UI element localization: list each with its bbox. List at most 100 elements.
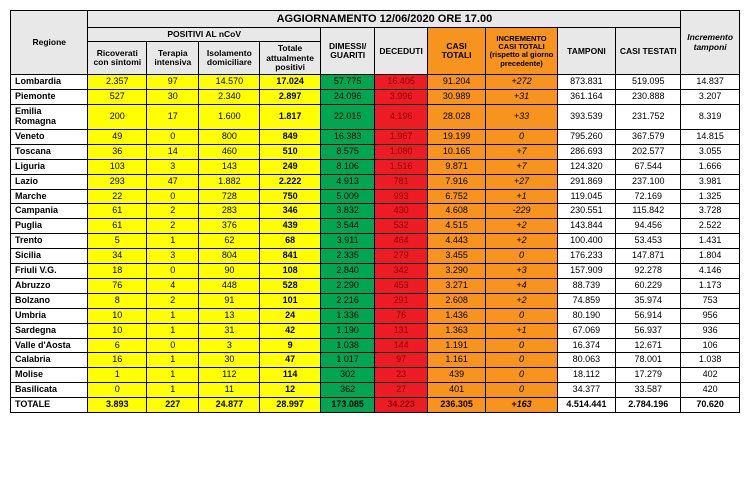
cell-ric: 36 [88, 144, 147, 159]
cell-dim: 362 [320, 383, 374, 398]
cell-dec: 532 [375, 219, 427, 234]
cell-dim: 3.544 [320, 219, 374, 234]
cell-ric: 200 [88, 105, 147, 130]
cell-tamp: 18.112 [557, 368, 616, 383]
cell-totpos: 510 [260, 144, 321, 159]
cell-inc: +163 [486, 398, 557, 413]
cell-inc: +2 [486, 234, 557, 249]
cell-inct: 14.837 [681, 75, 740, 90]
table-row: Puglia6123764393.5445324.515+2143.84494.… [11, 219, 740, 234]
cell-ter: 47 [147, 174, 199, 189]
cell-ric: 1 [88, 368, 147, 383]
cell-totpos: 9 [260, 338, 321, 353]
cell-ter: 0 [147, 338, 199, 353]
cell-tamp: 230.551 [557, 204, 616, 219]
cell-casi: 7.916 [427, 174, 486, 189]
cell-dim: 5.009 [320, 189, 374, 204]
cell-test: 115.842 [616, 204, 681, 219]
cell-inc: +27 [486, 174, 557, 189]
cell-inct: 936 [681, 323, 740, 338]
cell-tamp: 176.233 [557, 249, 616, 264]
cell-ter: 0 [147, 189, 199, 204]
cell-tamp: 286.693 [557, 144, 616, 159]
cell-dec: 1.080 [375, 144, 427, 159]
cell-ter: 1 [147, 234, 199, 249]
cell-dim: 1.038 [320, 338, 374, 353]
cell-inc: +4 [486, 278, 557, 293]
table-row: Sardegna10131421.1901311.363+167.06956.9… [11, 323, 740, 338]
header-inc-tamponi: Incremento tamponi [681, 11, 740, 75]
cell-dec: 97 [375, 353, 427, 368]
cell-tamp: 74.859 [557, 293, 616, 308]
cell-inc: 0 [486, 130, 557, 145]
cell-inct: 8.319 [681, 105, 740, 130]
cell-region: Liguria [11, 159, 88, 174]
cell-dec: 1.516 [375, 159, 427, 174]
cell-region: Veneto [11, 130, 88, 145]
cell-inc: +7 [486, 159, 557, 174]
cell-ter: 2 [147, 204, 199, 219]
cell-casi: 3.290 [427, 264, 486, 279]
cell-ric: 76 [88, 278, 147, 293]
cell-ter: 1 [147, 353, 199, 368]
covid-table: Regione AGGIORNAMENTO 12/06/2020 ORE 17.… [10, 10, 740, 413]
table-row: Sicilia3438048412.3352793.4550176.233147… [11, 249, 740, 264]
header-regione: Regione [11, 11, 88, 75]
cell-totpos: 2.222 [260, 174, 321, 189]
cell-iso: 112 [199, 368, 260, 383]
cell-totpos: 249 [260, 159, 321, 174]
cell-iso: 728 [199, 189, 260, 204]
cell-dim: 173.085 [320, 398, 374, 413]
table-row: Umbria10113241.336761.436080.19056.91495… [11, 308, 740, 323]
cell-iso: 3 [199, 338, 260, 353]
cell-dim: 1.190 [320, 323, 374, 338]
cell-ric: 3.893 [88, 398, 147, 413]
cell-totpos: 42 [260, 323, 321, 338]
cell-casi: 1.436 [427, 308, 486, 323]
cell-test: 230.888 [616, 90, 681, 105]
cell-totpos: 346 [260, 204, 321, 219]
cell-iso: 91 [199, 293, 260, 308]
cell-ter: 2 [147, 293, 199, 308]
cell-inc: +272 [486, 75, 557, 90]
cell-casi: 1.161 [427, 353, 486, 368]
cell-casi: 4.608 [427, 204, 486, 219]
cell-iso: 800 [199, 130, 260, 145]
cell-totpos: 12 [260, 383, 321, 398]
cell-ric: 0 [88, 383, 147, 398]
cell-casi: 2.608 [427, 293, 486, 308]
cell-ter: 1 [147, 383, 199, 398]
cell-dec: 453 [375, 278, 427, 293]
cell-inc: 0 [486, 368, 557, 383]
cell-tamp: 361.164 [557, 90, 616, 105]
table-row: Bolzano82911012.2162912.608+274.85935.97… [11, 293, 740, 308]
cell-tamp: 100.400 [557, 234, 616, 249]
header-incremento-casi: INCREMENTO CASI TOTALI (rispetto al gior… [486, 28, 557, 75]
cell-totpos: 24 [260, 308, 321, 323]
cell-dec: 4.196 [375, 105, 427, 130]
cell-inct: 2.522 [681, 219, 740, 234]
cell-inc: +1 [486, 323, 557, 338]
cell-ter: 1 [147, 308, 199, 323]
cell-test: 12.671 [616, 338, 681, 353]
cell-ter: 14 [147, 144, 199, 159]
cell-tamp: 291.869 [557, 174, 616, 189]
cell-inc: +2 [486, 219, 557, 234]
header-title: AGGIORNAMENTO 12/06/2020 ORE 17.00 [88, 11, 681, 28]
cell-inc: -229 [486, 204, 557, 219]
cell-casi: 1.191 [427, 338, 486, 353]
cell-ric: 103 [88, 159, 147, 174]
cell-dim: 2.335 [320, 249, 374, 264]
cell-dim: 8.106 [320, 159, 374, 174]
cell-inc: +3 [486, 264, 557, 279]
cell-tamp: 80.190 [557, 308, 616, 323]
cell-iso: 1.882 [199, 174, 260, 189]
cell-totpos: 841 [260, 249, 321, 264]
cell-ter: 97 [147, 75, 199, 90]
table-row: Campania6122833463.8324304.608-229230.55… [11, 204, 740, 219]
cell-totpos: 17.024 [260, 75, 321, 90]
cell-ric: 61 [88, 219, 147, 234]
cell-iso: 31 [199, 323, 260, 338]
cell-ric: 22 [88, 189, 147, 204]
cell-ric: 527 [88, 90, 147, 105]
